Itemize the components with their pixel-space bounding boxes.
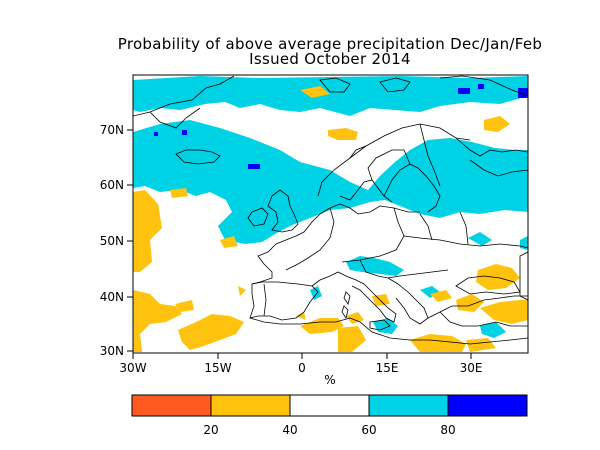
legend-tick-60: 60 [361,423,376,437]
coastlines [133,75,528,345]
low-probability-regions [133,86,528,352]
high-probability-regions [133,76,528,338]
legend-bin-80-100 [447,394,528,417]
legend-bin-40-60 [289,394,370,417]
latitude-axis: 70N 60N 50N 40N 30N [100,123,133,358]
unit-label: % [324,373,335,387]
legend-bin-60-80 [368,394,449,417]
lon-tick-0: 0 [298,361,306,375]
lon-tick-30w: 30W [119,361,146,375]
legend-bin-0-20 [131,394,212,417]
lat-tick-60n: 60N [100,178,124,192]
legend-colorbar: 20 40 60 80 [131,394,528,437]
legend-tick-80: 80 [440,423,455,437]
longitude-axis: 30W 15W 0 15E 30E % [119,353,482,387]
lat-tick-30n: 30N [100,344,124,358]
map-title: Probability of above average precipitati… [117,35,543,53]
map-frame [132,74,529,354]
lon-tick-15w: 15W [204,361,231,375]
lat-tick-50n: 50N [100,234,124,248]
very-high-probability-regions [154,84,528,169]
legend-bin-20-40 [210,394,291,417]
legend-tick-40: 40 [282,423,297,437]
lat-tick-40n: 40N [100,290,124,304]
legend-tick-20: 20 [203,423,218,437]
map-subtitle: Issued October 2014 [249,50,411,68]
lat-tick-70n: 70N [100,123,124,137]
lon-tick-30e: 30E [460,361,483,375]
lon-tick-15e: 15E [376,361,399,375]
map-area [133,75,528,353]
